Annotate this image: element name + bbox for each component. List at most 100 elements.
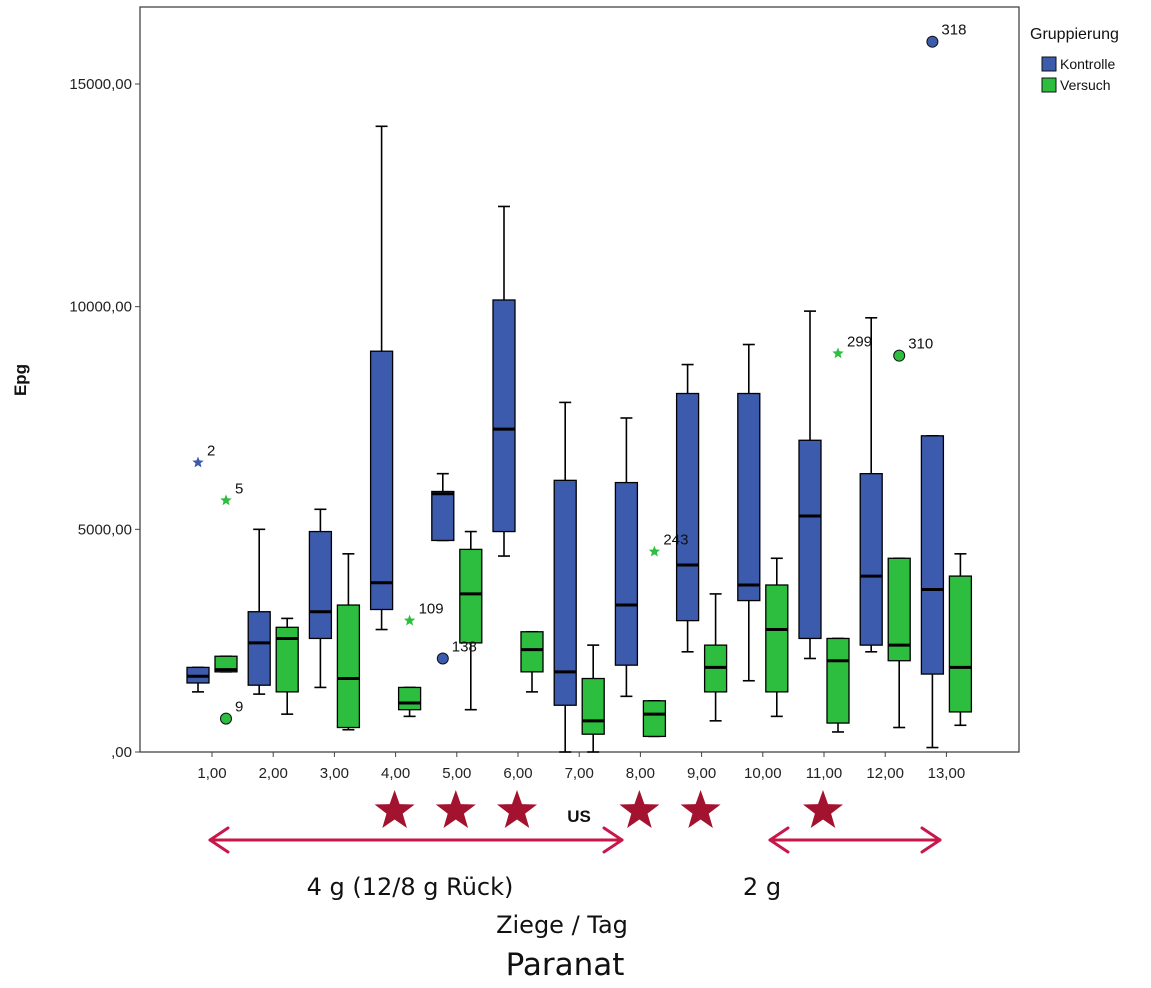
x-tick-label: 11,00 [806, 765, 842, 782]
x-axis-label: US [567, 807, 591, 826]
box-kontrolle [369, 125, 394, 631]
outlier-label: 138 [452, 638, 477, 655]
outlier-label: 310 [908, 336, 933, 353]
box-versuch [826, 637, 850, 733]
box-versuch [397, 686, 422, 718]
outlier-label: 2 [207, 443, 215, 460]
x-tick-label: 10,00 [744, 765, 782, 782]
outlier-star [220, 494, 232, 506]
box-series [186, 125, 973, 753]
x-tick-label: 4,00 [381, 765, 410, 782]
outlier-circle [220, 712, 232, 725]
dose-label-left: 4 g (12/8 g Rück) [307, 873, 514, 901]
box-iqr [859, 473, 883, 646]
box-versuch [275, 617, 299, 715]
legend-label-versuch: Versuch [1060, 77, 1111, 93]
box-iqr [948, 575, 973, 713]
box-kontrolle [247, 528, 271, 695]
x-tick-label: 13,00 [928, 765, 966, 782]
y-tick-label: ,00 [111, 744, 132, 761]
x-axis: 1,00 2,00 3,00 4,00 5,00 6,00 7,00 8,00 9,00 10,0… [197, 752, 965, 782]
box-kontrolle [859, 316, 883, 653]
box-iqr [492, 299, 516, 533]
box-versuch [948, 553, 973, 727]
x-tick-label: 12,00 [866, 765, 904, 782]
outlier-circle [926, 35, 939, 48]
legend-swatch-versuch [1041, 77, 1057, 93]
box-kontrolle [492, 205, 516, 557]
box-iqr [765, 584, 789, 693]
x-tick-label: 2,00 [259, 765, 288, 782]
x-tick-label: 3,00 [320, 765, 349, 782]
box-versuch [581, 644, 605, 753]
box-iqr [920, 435, 945, 675]
arrow-left-4g [208, 826, 624, 854]
box-versuch [887, 557, 911, 729]
outlier-label: 9 [235, 699, 243, 716]
box-iqr [614, 481, 639, 666]
arrow-left-head-end [602, 826, 624, 854]
box-iqr [336, 604, 361, 729]
box-kontrolle [675, 363, 700, 653]
box-iqr [581, 677, 605, 735]
outlier-star [192, 456, 204, 468]
outlier-points: 2 5 9 109 138 243 299 310 318 [192, 22, 966, 725]
box-iqr [520, 631, 544, 673]
box-kontrolle [614, 417, 639, 698]
y-axis: ,00 5000,00 10000,00 15000,00 [69, 76, 140, 761]
outlier-label: 243 [663, 532, 688, 549]
box-kontrolle [737, 343, 761, 682]
outlier-label: 318 [941, 22, 966, 39]
box-kontrolle [798, 310, 822, 660]
x-tick-label: 1,00 [197, 765, 226, 782]
box-versuch [703, 593, 728, 722]
x-tick-label: 6,00 [503, 765, 532, 782]
arrow-right-2g [768, 826, 942, 854]
box-kontrolle [431, 472, 455, 542]
box-iqr [431, 490, 455, 542]
arrow-left-head-start [208, 826, 230, 854]
box-versuch [642, 699, 667, 738]
significance-star-icon [803, 790, 843, 828]
x-tick-label: 9,00 [687, 765, 716, 782]
legend: Gruppierung Kontrolle Versuch [1030, 26, 1119, 93]
box-iqr [308, 530, 333, 640]
box-iqr [798, 439, 822, 640]
significance-star-icon [374, 790, 415, 828]
box-iqr [397, 686, 422, 711]
legend-title: Gruppierung [1030, 26, 1119, 43]
outlier-label: 109 [419, 601, 444, 618]
legend-swatch-kontrolle [1041, 56, 1057, 72]
box-iqr [369, 350, 394, 611]
box-iqr [459, 548, 483, 644]
legend-label-kontrolle: Kontrolle [1060, 56, 1115, 72]
significance-star-icon [619, 790, 660, 828]
per-goat-label: Ziege / Tag [496, 911, 628, 939]
y-tick-label: 10000,00 [69, 299, 132, 316]
y-tick-label: 5000,00 [78, 521, 132, 538]
box-iqr [642, 700, 667, 738]
box-iqr [553, 479, 577, 706]
box-versuch [459, 530, 483, 711]
box-versuch [765, 557, 789, 718]
box-kontrolle [553, 401, 577, 753]
outlier-star [648, 545, 661, 557]
box-iqr [675, 392, 700, 622]
box-iqr [826, 637, 850, 724]
box-kontrolle [186, 666, 210, 693]
outlier-star [832, 347, 844, 359]
box-iqr [737, 392, 761, 602]
arrow-right-head-end [920, 826, 942, 854]
box-versuch [214, 655, 238, 673]
x-tick-label: 7,00 [565, 765, 594, 782]
outlier-circle [893, 349, 906, 362]
outlier-circle [436, 652, 449, 665]
significance-star-icon [497, 790, 537, 828]
box-kontrolle [308, 508, 333, 689]
x-tick-label: 5,00 [442, 765, 471, 782]
arrow-right-head-start [768, 826, 790, 854]
outlier-label: 5 [235, 480, 243, 497]
box-iqr [214, 655, 238, 673]
box-iqr [247, 611, 271, 686]
